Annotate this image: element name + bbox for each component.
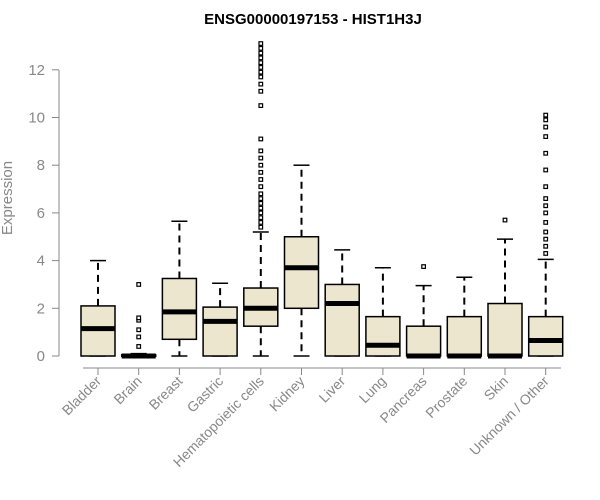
outlier-point [258, 65, 264, 70]
outlier-point [258, 60, 264, 66]
outlier-point [136, 327, 142, 333]
outlier-point [258, 200, 264, 206]
x-tick-label: Lung [356, 373, 389, 406]
box-iqr [324, 283, 360, 357]
y-tick-label: 2 [37, 300, 45, 317]
outlier-point [258, 184, 264, 190]
box-brain [120, 282, 157, 359]
outlier-point [421, 264, 426, 269]
box-kidney [283, 164, 320, 357]
y-tick-label: 12 [28, 62, 45, 79]
outlier-point [258, 177, 264, 182]
box-iqr [527, 315, 564, 357]
y-tick-label: 0 [37, 348, 45, 365]
outlier-point [258, 162, 264, 168]
outlier-point [258, 224, 264, 230]
outlier-point [258, 220, 264, 225]
x-tick-label: Bladder [59, 373, 105, 419]
box-iqr [283, 236, 320, 310]
box-unknown-other [527, 112, 564, 357]
outlier-point [136, 334, 142, 340]
y-tick-label: 4 [37, 253, 45, 270]
boxes [80, 41, 564, 359]
outlier-point [543, 117, 549, 123]
y-tick-label: 6 [37, 205, 45, 222]
outlier-point [543, 167, 549, 173]
outlier-point [258, 81, 264, 87]
outlier-point [543, 229, 549, 235]
x-tick-label: Kidney [266, 373, 308, 415]
box-iqr [202, 306, 238, 357]
box-liver [324, 249, 360, 357]
box-skin [487, 217, 523, 359]
box-hematopoietic-cells [243, 41, 279, 357]
outlier-point [258, 45, 264, 51]
box-lung [365, 267, 401, 357]
y-tick-label: 10 [28, 110, 45, 127]
y-axis-label: Expression [0, 161, 16, 235]
outlier-point [543, 210, 549, 216]
outlier-point [543, 203, 549, 209]
box-iqr [487, 302, 523, 357]
box-breast [161, 220, 198, 357]
outlier-point [543, 184, 549, 190]
outlier-point [543, 243, 549, 249]
outlier-point [543, 251, 549, 256]
outlier-point [258, 55, 264, 61]
outlier-point [543, 112, 549, 118]
outlier-point [258, 136, 264, 142]
outlier-point [543, 220, 549, 225]
outlier-point [258, 103, 264, 108]
outlier-point [543, 134, 549, 139]
outlier-point [543, 196, 549, 201]
chart-title: ENSG00000197153 - HIST1H3J [204, 11, 422, 28]
x-tick-label: Brain [110, 373, 144, 407]
outlier-point [258, 169, 264, 175]
outlier-point [258, 210, 264, 216]
box-iqr [161, 277, 198, 341]
x-tick-label: Liver [316, 373, 349, 406]
outlier-point [258, 41, 264, 46]
box-prostate [446, 276, 483, 359]
box-iqr [405, 325, 442, 357]
outlier-point [258, 50, 264, 56]
outlier-point [136, 344, 142, 349]
box-bladder [80, 259, 116, 357]
outlier-point [543, 236, 549, 242]
outlier-point [258, 148, 264, 154]
outlier-point [258, 74, 264, 80]
outlier-point [258, 215, 264, 221]
outlier-point [258, 69, 264, 75]
outlier-point [258, 155, 264, 161]
outlier-point [543, 150, 549, 156]
outlier-point [136, 315, 142, 321]
outlier-point [258, 88, 264, 94]
outlier-point [136, 282, 142, 287]
outlier-point [258, 191, 264, 197]
box-iqr [365, 315, 401, 357]
box-gastric [202, 282, 238, 357]
x-tick-label: Breast [146, 373, 186, 413]
outlier-point [258, 196, 264, 201]
y-tick-label: 8 [37, 157, 45, 174]
outlier-point [502, 217, 508, 223]
outlier-point [258, 205, 264, 211]
x-tick-label: Skin [481, 373, 512, 404]
x-tick-label: Prostate [422, 373, 470, 421]
outlier-point [543, 124, 549, 130]
y-axis: 0 2 4 6 8 10 12 [28, 62, 59, 365]
box-pancreas [405, 264, 442, 359]
box-iqr [446, 315, 483, 357]
